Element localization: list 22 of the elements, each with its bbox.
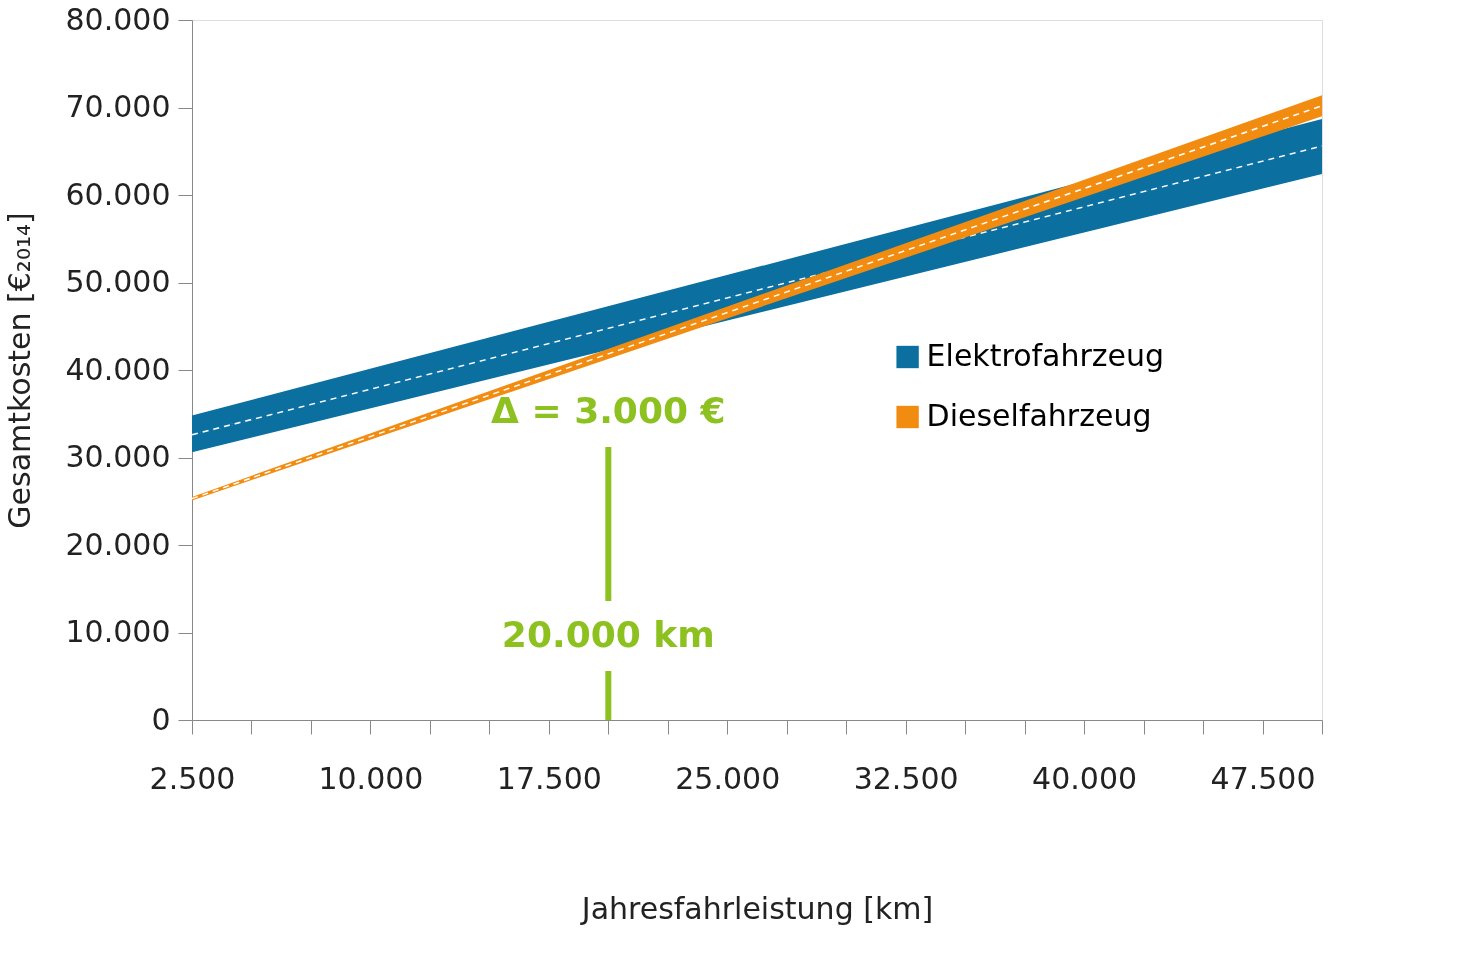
- x-tick-label: 17.500: [496, 760, 602, 796]
- x-tick-label: 47.500: [1210, 760, 1316, 796]
- y-axis-title: Gesamtkosten [€₂₀₁₄]: [1, 212, 37, 529]
- x-tick-label: 25.000: [675, 760, 781, 796]
- x-tick-label: 40.000: [1032, 760, 1138, 796]
- annotation: Δ = 3.000 €: [491, 390, 726, 431]
- y-tick-label: 40.000: [65, 351, 171, 387]
- x-tick-label: 2.500: [149, 760, 236, 796]
- x-tick-label: 32.500: [853, 760, 959, 796]
- y-tick-label: 30.000: [65, 439, 171, 474]
- y-tick-label: 20.000: [65, 526, 171, 562]
- ref-line-label: 20.000 km: [501, 614, 715, 655]
- y-tick-label: 60.000: [65, 176, 171, 212]
- y-tick-label: 80.000: [65, 1, 171, 37]
- legend-label: Elektrofahrzeug: [926, 338, 1165, 373]
- x-axis-title: Jahresfahrleistung [km]: [579, 890, 934, 926]
- y-tick-label: 50.000: [65, 264, 171, 299]
- y-tick-label: 70.000: [65, 89, 171, 124]
- legend-label: Dieselfahrzeug: [926, 398, 1152, 433]
- x-tick-label: 10.000: [318, 760, 424, 796]
- y-tick-label: 0: [151, 701, 171, 737]
- y-tick-label: 10.000: [65, 614, 171, 649]
